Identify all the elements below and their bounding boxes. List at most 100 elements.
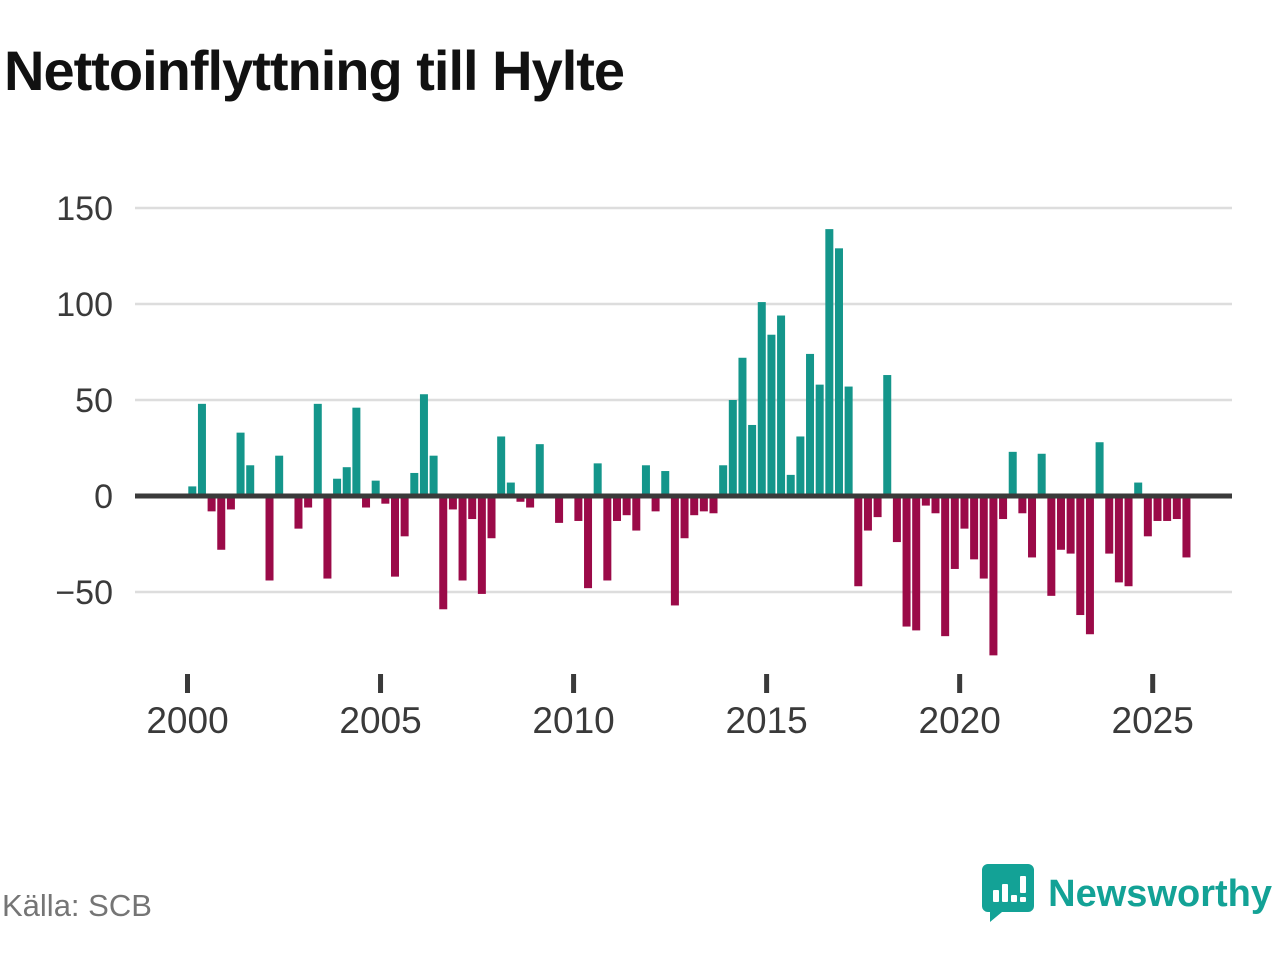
- x-axis-tick: [571, 674, 577, 693]
- bar: [265, 496, 274, 581]
- bar: [1008, 451, 1017, 496]
- bar: [390, 496, 399, 577]
- bar: [439, 496, 448, 610]
- bar: [400, 496, 409, 537]
- bar: [226, 496, 235, 510]
- x-axis-label: 2015: [725, 700, 807, 741]
- bar: [197, 403, 206, 496]
- x-axis-tick: [764, 674, 770, 693]
- bar: [931, 496, 940, 514]
- y-axis-label: −50: [55, 574, 113, 612]
- bar: [477, 496, 486, 594]
- bar: [371, 480, 380, 496]
- x-axis-tick: [957, 674, 963, 693]
- bar: [516, 496, 525, 502]
- bar: [719, 465, 728, 496]
- bar: [950, 496, 959, 569]
- bar: [487, 496, 496, 539]
- bar: [1182, 496, 1191, 558]
- bar: [1047, 496, 1056, 596]
- bar: [670, 496, 679, 606]
- x-axis-tick: [185, 674, 190, 693]
- bar: [236, 432, 245, 496]
- bar: [892, 496, 901, 543]
- bar: [323, 496, 332, 579]
- bar: [1085, 496, 1094, 635]
- bar: [921, 496, 930, 506]
- newsworthy-logo-icon: [982, 862, 1035, 927]
- x-axis-tick: [1150, 674, 1156, 693]
- bar: [1018, 496, 1027, 514]
- bar: [362, 496, 371, 508]
- bar: [709, 496, 718, 514]
- bar: [979, 496, 988, 579]
- y-axis-label: 0: [94, 478, 113, 516]
- bar: [883, 375, 892, 496]
- x-axis-label: 2005: [339, 700, 421, 741]
- bar: [902, 496, 911, 627]
- bar: [1134, 482, 1143, 496]
- x-axis-label: 2010: [532, 700, 614, 741]
- bar: [1066, 496, 1075, 554]
- bar: [989, 496, 998, 656]
- bar: [584, 496, 593, 589]
- bar: [796, 436, 805, 496]
- chart-title: Nettoinflyttning till Hylte: [4, 39, 625, 102]
- bar: [1114, 496, 1123, 583]
- bar: [294, 496, 303, 529]
- bar: [661, 471, 670, 496]
- bar: [1143, 496, 1152, 537]
- x-axis-label: 2000: [146, 700, 228, 741]
- bar: [815, 384, 824, 496]
- y-axis-label: 150: [56, 190, 113, 228]
- bar: [497, 436, 506, 496]
- bar: [526, 496, 535, 508]
- bar: [506, 482, 515, 496]
- bar: [767, 334, 776, 496]
- bar: [757, 302, 766, 496]
- bar: [458, 496, 467, 581]
- bar: [1028, 496, 1037, 558]
- bar: [680, 496, 689, 539]
- y-axis-label: 100: [56, 286, 113, 324]
- bar: [555, 496, 564, 523]
- bar: [342, 467, 351, 496]
- bar: [217, 496, 226, 550]
- bar: [622, 496, 631, 516]
- bar: [1056, 496, 1065, 550]
- bar: [854, 496, 863, 587]
- bar: [825, 229, 834, 496]
- bar: [970, 496, 979, 560]
- bar: [468, 496, 477, 520]
- bar: [690, 496, 699, 516]
- bar: [246, 465, 255, 496]
- bar: [1095, 442, 1104, 496]
- source-note: Källa: SCB: [2, 888, 152, 923]
- bar: [632, 496, 641, 531]
- bar: [429, 455, 438, 496]
- x-axis-label: 2025: [1112, 700, 1194, 741]
- bar: [999, 496, 1008, 520]
- bar: [863, 496, 872, 531]
- bar: [535, 444, 544, 496]
- bar: [352, 407, 361, 496]
- bar: [728, 400, 737, 496]
- bar: [612, 496, 621, 521]
- bar: [1153, 496, 1162, 521]
- bar: [275, 455, 284, 496]
- brand-lockup: Newsworthy: [982, 862, 1272, 927]
- bar: [1076, 496, 1085, 616]
- bar: [603, 496, 612, 581]
- bar: [1172, 496, 1181, 520]
- bar: [593, 463, 602, 496]
- bar: [333, 478, 342, 496]
- bar: [419, 394, 428, 496]
- bar: [410, 472, 419, 496]
- bar: [806, 353, 815, 496]
- bar: [381, 496, 390, 504]
- bar: [574, 496, 583, 521]
- bar: [786, 474, 795, 496]
- y-axis-label: 50: [75, 382, 113, 420]
- bar: [1037, 453, 1046, 496]
